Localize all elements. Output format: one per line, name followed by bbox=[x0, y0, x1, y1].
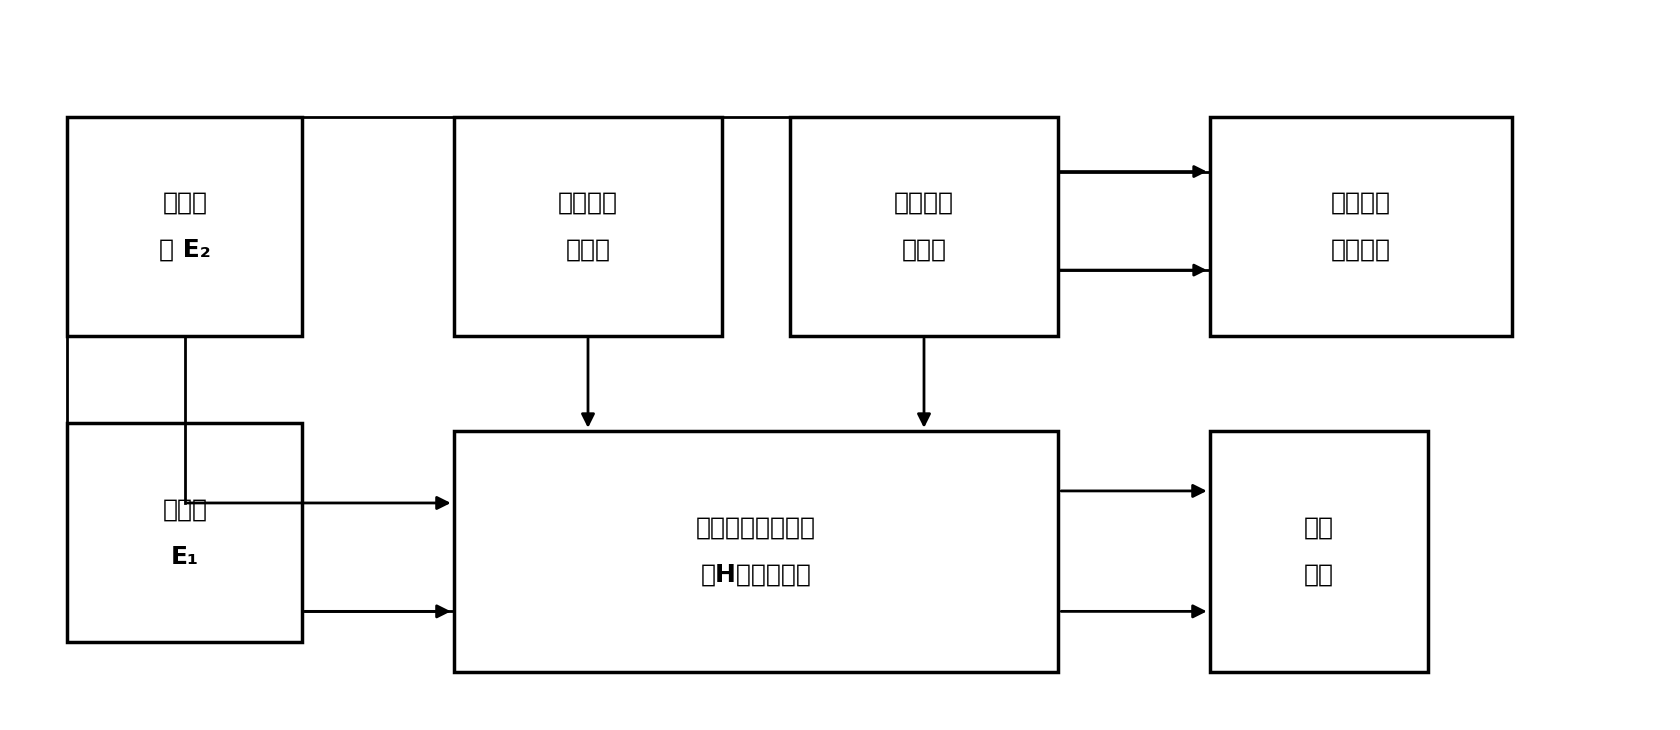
Text: 制电路: 制电路 bbox=[902, 238, 946, 262]
Text: 辅助电: 辅助电 bbox=[163, 191, 207, 215]
Text: 线圈: 线圈 bbox=[1304, 563, 1334, 587]
Text: 制电路: 制电路 bbox=[566, 238, 610, 262]
Text: 负载: 负载 bbox=[1304, 515, 1334, 539]
Text: 上升沿控: 上升沿控 bbox=[558, 191, 618, 215]
FancyBboxPatch shape bbox=[790, 117, 1058, 336]
FancyBboxPatch shape bbox=[67, 423, 302, 642]
FancyBboxPatch shape bbox=[454, 117, 722, 336]
Text: E₁: E₁ bbox=[171, 545, 198, 569]
Text: 平顶电流输出电路: 平顶电流输出电路 bbox=[696, 515, 816, 539]
FancyBboxPatch shape bbox=[67, 117, 302, 336]
FancyBboxPatch shape bbox=[454, 431, 1058, 672]
Text: 控制电路: 控制电路 bbox=[1331, 238, 1391, 262]
Text: 源 E₂: 源 E₂ bbox=[160, 238, 210, 262]
Text: 下降沿控: 下降沿控 bbox=[894, 191, 954, 215]
FancyBboxPatch shape bbox=[1210, 117, 1512, 336]
FancyBboxPatch shape bbox=[1210, 431, 1428, 672]
Text: （H桥式电路）: （H桥式电路） bbox=[701, 563, 811, 587]
Text: 反向过冲: 反向过冲 bbox=[1331, 191, 1391, 215]
Text: 主电源: 主电源 bbox=[163, 497, 207, 521]
